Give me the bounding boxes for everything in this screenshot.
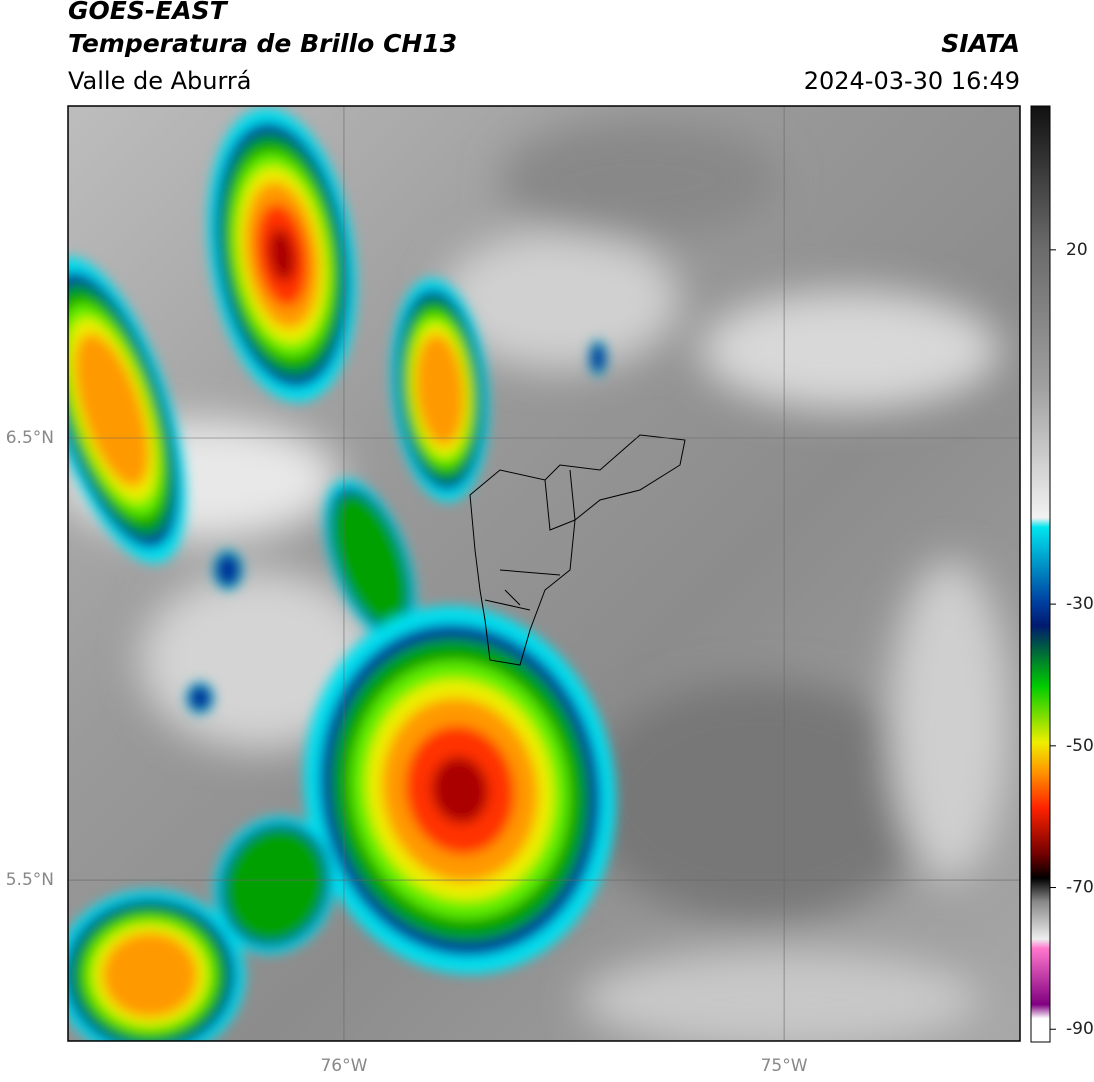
storm-layer (74, 333, 150, 487)
colorbar-tick-label: -30 (1066, 594, 1094, 614)
lat-label: 6.5°N (6, 428, 54, 448)
storm-layer (332, 493, 408, 627)
region: Valle de Aburrá (68, 67, 252, 95)
storms (68, 108, 616, 1041)
storm-layer (268, 228, 296, 282)
colorbar-tick-label: -70 (1066, 878, 1094, 898)
storm-layer (589, 341, 607, 375)
storm-layer (415, 334, 465, 446)
storm-layer (102, 932, 198, 1018)
colorbar-tick-label: -90 (1066, 1019, 1094, 1039)
subtitle: Temperatura de Brillo CH13 (68, 29, 457, 58)
title: GOES-EAST (68, 0, 229, 25)
lon-label: 76°W (320, 1056, 367, 1076)
lon-label: 75°W (761, 1056, 808, 1076)
colorbar-tick-label: -50 (1066, 736, 1094, 756)
colorbar (1030, 105, 1051, 1043)
map-frame (67, 105, 1021, 1042)
storm-layer (224, 828, 326, 942)
lat-label: 5.5°N (6, 870, 54, 890)
source: SIATA (941, 29, 1020, 58)
colorbar-tick-label: 20 (1066, 240, 1088, 260)
clouds (68, 120, 1010, 1041)
datetime: 2024-03-30 16:49 (804, 67, 1020, 95)
storm-layer (214, 552, 242, 588)
storm-layer (431, 756, 489, 824)
map (68, 106, 1020, 1041)
valley-outline (469, 434, 686, 666)
storm-layer (187, 683, 213, 713)
grid (68, 106, 1020, 1041)
